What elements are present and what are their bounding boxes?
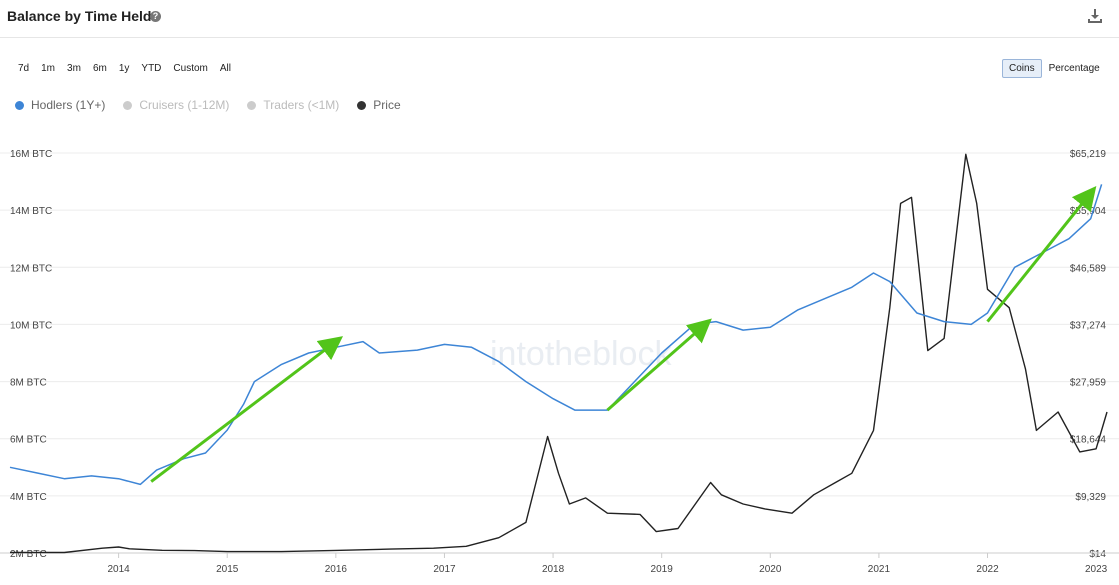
chart-title: Balance by Time Held xyxy=(7,8,152,24)
x-axis-tick-label: 2023 xyxy=(1085,564,1108,575)
x-axis-tick-label: 2020 xyxy=(759,564,782,575)
legend-item-price[interactable]: Price xyxy=(357,98,401,112)
coins-toggle-button[interactable]: Coins xyxy=(1002,59,1042,78)
x-axis-tick-label: 2022 xyxy=(976,564,999,575)
left-axis-tick-label: 6M BTC xyxy=(10,435,47,446)
left-axis-tick-label: 14M BTC xyxy=(10,206,52,217)
legend-label: Price xyxy=(373,98,401,112)
legend-label: Cruisers (1-12M) xyxy=(139,98,230,112)
legend-dot-icon xyxy=(357,100,367,110)
trend-arrow-3 xyxy=(986,185,1097,323)
x-axis-tick-label: 2015 xyxy=(216,564,239,575)
left-axis-tick-label: 12M BTC xyxy=(10,263,52,274)
range-button-1m[interactable]: 1m xyxy=(37,60,60,77)
hodlers-series-line xyxy=(9,184,1103,486)
legend-item-hodlers[interactable]: Hodlers (1Y+) xyxy=(15,98,105,112)
download-icon[interactable] xyxy=(1087,8,1103,24)
left-axis-tick-label: 16M BTC xyxy=(10,149,52,160)
right-axis-tick-label: $18,644 xyxy=(1070,435,1107,446)
x-axis-tick-label: 2014 xyxy=(107,564,130,575)
view-toggle: Coins Percentage xyxy=(1002,59,1107,78)
chart-legend: Hodlers (1Y+) Cruisers (1-12M) Traders (… xyxy=(15,98,401,112)
range-button-3m[interactable]: 3m xyxy=(63,60,85,77)
range-button-7d[interactable]: 7d xyxy=(14,60,34,77)
range-button-custom[interactable]: Custom xyxy=(169,60,212,77)
right-axis-tick-label: $37,274 xyxy=(1070,320,1107,331)
legend-item-cruisers[interactable]: Cruisers (1-12M) xyxy=(123,98,229,112)
legend-dot-icon xyxy=(15,100,24,110)
annotation-layer xyxy=(150,185,1097,483)
range-button-6m[interactable]: 6m xyxy=(88,60,111,77)
left-axis-tick-label: 2M BTC xyxy=(10,549,47,560)
range-button-ytd[interactable]: YTD xyxy=(137,60,166,77)
legend-label: Traders (<1M) xyxy=(263,98,340,112)
right-axis-tick-label: $27,959 xyxy=(1070,378,1107,389)
right-axis-tick-label: $46,589 xyxy=(1070,263,1107,274)
x-axis: 2014 2015 2016 2017 2018 2019 2020 2021 2022 2023 xyxy=(0,552,1119,575)
x-axis-tick-label: 2018 xyxy=(542,564,565,575)
trend-arrow-1 xyxy=(150,336,344,483)
right-axis-tick-label: $65,219 xyxy=(1070,149,1107,160)
x-axis-tick-label: 2021 xyxy=(868,564,891,575)
question-circle-icon[interactable]: ? xyxy=(150,11,161,22)
legend-dot-icon xyxy=(123,100,133,110)
left-axis: 16M BTC 14M BTC 12M BTC 10M BTC 8M BTC 6M BTC… xyxy=(10,149,52,560)
range-button-1y[interactable]: 1y xyxy=(114,60,134,77)
right-axis-tick-label: $9,329 xyxy=(1075,492,1106,503)
price-series-line xyxy=(10,153,1108,554)
x-axis-tick-label: 2019 xyxy=(651,564,674,575)
legend-item-traders[interactable]: Traders (<1M) xyxy=(247,98,339,112)
left-axis-tick-label: 10M BTC xyxy=(10,320,52,331)
x-axis-tick-label: 2016 xyxy=(325,564,348,575)
range-button-all[interactable]: All xyxy=(215,60,235,77)
percentage-toggle-button[interactable]: Percentage xyxy=(1048,63,1100,74)
watermark-text: intotheblock xyxy=(490,335,672,373)
left-axis-tick-label: 4M BTC xyxy=(10,492,47,503)
legend-dot-icon xyxy=(247,100,257,110)
series-layer xyxy=(9,153,1108,554)
chart-header: Balance by Time Held ? xyxy=(0,0,1119,38)
left-axis-tick-label: 8M BTC xyxy=(10,378,47,389)
legend-label: Hodlers (1Y+) xyxy=(31,98,106,112)
right-axis-tick-label: $14 xyxy=(1089,549,1106,560)
time-range-selector: 7d 1m 3m 6m 1y YTD Custom All xyxy=(14,60,235,77)
trend-arrow-2 xyxy=(606,318,712,412)
x-axis-tick-label: 2017 xyxy=(433,564,456,575)
